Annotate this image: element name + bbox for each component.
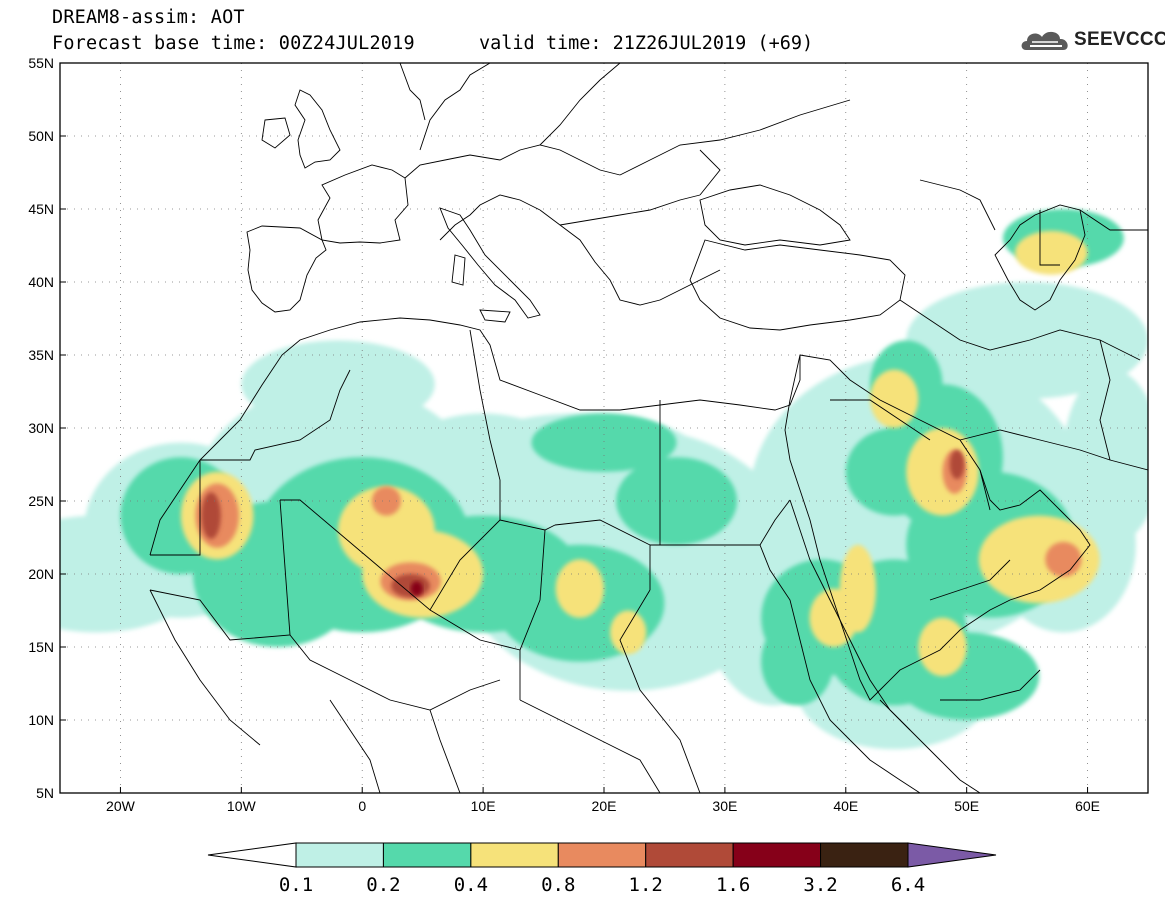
aot-blob <box>555 559 604 618</box>
colorbar-label: 0.4 <box>454 874 488 896</box>
aot-blob <box>839 544 876 633</box>
aot-blob <box>241 340 435 429</box>
aot-blob <box>1045 541 1082 577</box>
lon-tick-label: 20W <box>106 798 136 814</box>
colorbar-segment <box>295 842 384 868</box>
colorbar-label: 1.6 <box>716 874 750 896</box>
lat-tick-label: 15N <box>28 639 54 655</box>
aot-blob <box>201 492 221 539</box>
colorbar-high-arrow <box>907 842 997 868</box>
colorbar-segment <box>557 842 647 868</box>
aot-blob <box>1063 369 1148 545</box>
colorbar-segment <box>382 842 472 868</box>
aot-blob <box>869 369 919 428</box>
colorbar-segment <box>820 842 909 868</box>
colorbar-label: 3.2 <box>803 874 837 896</box>
aot-blob <box>761 617 834 706</box>
colorbar-label: 0.8 <box>541 874 575 896</box>
lon-tick-label: 40E <box>833 798 858 814</box>
aot-blob <box>1015 230 1088 275</box>
colorbar-label: 0.1 <box>279 874 313 896</box>
colorbar-label: 1.2 <box>629 874 663 896</box>
lat-tick-label: 55N <box>28 55 54 71</box>
lon-tick-label: 10E <box>471 798 496 814</box>
colorbar: 0.1 0.2 0.4 0.8 1.2 1.6 3.2 6.4 <box>207 842 997 896</box>
lat-tick-label: 40N <box>28 274 54 290</box>
lat-tick-label: 25N <box>28 493 54 509</box>
aot-blob <box>978 515 1100 604</box>
lon-tick-label: 0 <box>358 798 366 814</box>
lon-tick-label: 60E <box>1075 798 1100 814</box>
aot-blob <box>949 449 965 480</box>
colorbar-segment <box>470 842 559 868</box>
seevccc-logo: SEEVCCC <box>1018 24 1165 56</box>
chart-title: DREAM8-assim: AOT <box>52 7 245 28</box>
forecast-base-time: Forecast base time: 00Z24JUL2019 <box>52 33 415 54</box>
lat-tick-label: 20N <box>28 566 54 582</box>
valid-time: valid time: 21Z26JUL2019 (+69) <box>479 33 814 54</box>
aot-blob <box>610 610 647 655</box>
aot-blob <box>371 486 401 516</box>
lat-tick-label: 5N <box>36 785 54 801</box>
lat-tick-label: 35N <box>28 347 54 363</box>
lat-tick-label: 50N <box>28 128 54 144</box>
lon-tick-label: 10W <box>227 798 257 814</box>
aot-blob <box>894 632 1040 720</box>
latitude-labels: 55N 50N 45N 40N 35N 30N 25N 20N 15N 10N 5N <box>28 55 66 801</box>
lat-tick-label: 30N <box>28 420 54 436</box>
colorbar-segment <box>645 842 734 868</box>
colorbar-segment <box>732 842 822 868</box>
aot-level-1.6-3.2 <box>410 581 423 596</box>
colorbar-label: 6.4 <box>891 874 925 896</box>
colorbar-low-arrow <box>207 842 297 868</box>
aot-level-0.4-0.8 <box>180 230 1100 677</box>
longitude-labels: 20W 10W 0 10E 20E 30E 40E 50E 60E <box>106 787 1100 814</box>
map-gridlines <box>60 63 1148 793</box>
country-borders <box>149 63 1148 793</box>
aot-blob <box>531 413 677 472</box>
lat-tick-label: 45N <box>28 201 54 217</box>
aot-field-layers <box>60 209 1148 750</box>
lon-tick-label: 50E <box>954 798 979 814</box>
aot-blob <box>410 581 423 596</box>
lon-tick-label: 30E <box>712 798 737 814</box>
cloud-icon <box>1021 31 1068 50</box>
lon-tick-label: 20E <box>592 798 617 814</box>
aot-level-1.2-1.6 <box>201 449 965 598</box>
logo-text: SEEVCCC <box>1074 29 1165 50</box>
lat-tick-label: 10N <box>28 712 54 728</box>
colorbar-label: 0.2 <box>366 874 400 896</box>
